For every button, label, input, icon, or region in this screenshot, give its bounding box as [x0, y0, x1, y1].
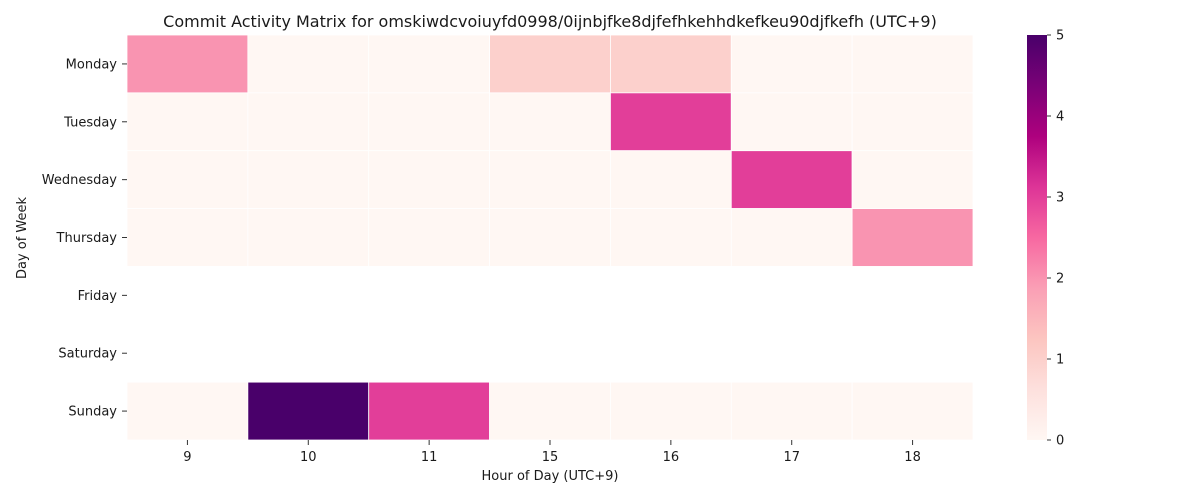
heatmap-cell: [368, 381, 490, 441]
x-axis-label: Hour of Day (UTC+9): [482, 469, 619, 484]
heatmap-cell: [368, 150, 490, 209]
heatmap-cell: [489, 92, 611, 152]
heatmap-cell: [126, 92, 249, 152]
y-tick-label: Wednesday: [42, 173, 118, 188]
x-tick-label: 11: [421, 450, 438, 465]
y-tick-label: Sunday: [68, 405, 117, 420]
heatmap-cell: [610, 208, 732, 267]
colorbar-tick-label: 1: [1056, 353, 1064, 368]
colorbar-tick-label: 4: [1056, 110, 1064, 125]
x-tick-label: 18: [904, 450, 921, 465]
heatmap-cell: [368, 34, 490, 94]
y-tick-label: Monday: [66, 57, 118, 72]
heatmap-cell: [247, 381, 370, 441]
x-tick-label: 16: [663, 450, 680, 465]
heatmap-cell: [368, 92, 490, 152]
heatmap-cell: [851, 92, 974, 152]
x-tick-label: 9: [183, 450, 191, 465]
y-tick-label: Friday: [78, 289, 118, 304]
colorbar-ticks: 0 1 2 3 4 5: [1047, 29, 1064, 449]
heatmap-cell: [368, 208, 490, 267]
heatmap-cell: [247, 208, 370, 267]
chart-title: Commit Activity Matrix for omskiwdcvoiuy…: [163, 12, 937, 31]
colorbar-tick-label: 3: [1056, 191, 1064, 206]
heatmap-cell: [610, 92, 732, 152]
x-axis-ticks: 9 10 11 15 16 17 18: [183, 440, 921, 465]
heatmap-cell: [247, 150, 370, 209]
heatmap-cell: [489, 150, 611, 209]
heatmap-cell: [730, 381, 853, 441]
colorbar-tick-label: 5: [1056, 29, 1064, 44]
y-tick-label: Tuesday: [63, 115, 117, 130]
y-axis-ticks: Monday Tuesday Wednesday Thursday Friday Satu…: [42, 57, 127, 420]
heatmap-cell: [851, 208, 974, 267]
heatmap-cell: [610, 381, 732, 441]
heatmap-cell: [730, 92, 853, 152]
heatmap-cell: [247, 92, 370, 152]
heatmap-cell: [247, 34, 370, 94]
heatmap-cell: [126, 208, 249, 267]
colorbar-tick-label: 2: [1056, 272, 1064, 287]
heatmap-cells: [126, 34, 974, 441]
heatmap-cell: [730, 208, 853, 267]
heatmap-cell: [126, 381, 249, 441]
heatmap-cell: [610, 34, 732, 94]
heatmap-cell: [730, 150, 853, 209]
heatmap-cell: [489, 208, 611, 267]
x-tick-label: 15: [542, 450, 559, 465]
heatmap-cell: [126, 34, 249, 94]
heatmap-cell: [851, 381, 974, 441]
colorbar: [1027, 35, 1047, 440]
heatmap-cell: [851, 34, 974, 94]
y-tick-label: Thursday: [56, 231, 118, 246]
x-tick-label: 17: [783, 450, 800, 465]
y-tick-label: Saturday: [58, 347, 117, 362]
heatmap-cell: [851, 150, 974, 209]
colorbar-tick-label: 0: [1056, 434, 1064, 449]
heatmap-cell: [126, 150, 249, 209]
heatmap-cell: [730, 34, 853, 94]
heatmap-cell: [489, 381, 611, 441]
x-tick-label: 10: [300, 450, 317, 465]
heatmap-cell: [610, 150, 732, 209]
heatmap-cell: [489, 34, 611, 94]
y-axis-label: Day of Week: [15, 196, 30, 279]
